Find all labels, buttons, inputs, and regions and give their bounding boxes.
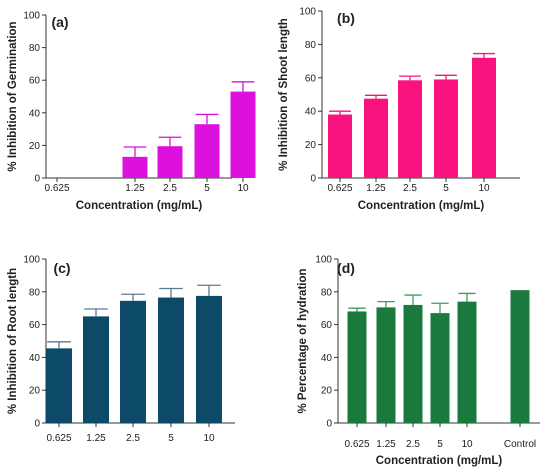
x-tick-label: 10 xyxy=(478,183,490,194)
x-tick-label: 2.5 xyxy=(403,183,417,194)
y-tick-label: 20 xyxy=(305,140,317,151)
x-tick-label: 0.625 xyxy=(44,183,69,194)
y-tick-label: 20 xyxy=(29,386,41,397)
y-tick-label: 100 xyxy=(23,255,40,266)
bar-d-1 xyxy=(376,307,396,423)
bar-b-0 xyxy=(328,114,352,178)
y-axis-title: % Inhibition of Germination xyxy=(7,21,19,171)
chart-panel-c: 0 20 40 60 80 100 0.625 1.25 2.5 5 10 % Inhibition … xyxy=(7,255,235,444)
bar-b-4 xyxy=(472,57,496,179)
y-tick-label: 100 xyxy=(23,11,40,22)
y-tick-label: 60 xyxy=(29,76,41,87)
y-axis-title: % Inhibition of Root length xyxy=(7,268,19,414)
bar-b-1 xyxy=(364,98,388,178)
y-tick-label: 80 xyxy=(29,43,41,54)
x-tick-label: 2.5 xyxy=(126,433,140,444)
bar-c-1 xyxy=(83,316,109,423)
y-tick-label: 20 xyxy=(29,141,41,152)
y-tick-label: 80 xyxy=(305,40,317,51)
x-tick-label: 2.5 xyxy=(406,439,420,450)
y-tick-label: 60 xyxy=(321,320,333,331)
x-tick-label: 1.25 xyxy=(86,433,106,444)
y-tick-label: 100 xyxy=(299,7,316,18)
x-axis-title: Concentration (mg/mL) xyxy=(376,455,503,467)
chart-panel-d: 0 20 40 60 80 100 0.625 1.25 2.5 5 10 ControlConcen… xyxy=(297,255,540,467)
chart-panel-b: 0 20 40 60 80 100 0.625 1.25 2.5 5 10 Concentration… xyxy=(278,7,520,212)
bar-b-3 xyxy=(434,79,458,178)
x-tick-label: 1.25 xyxy=(366,183,386,194)
y-tick-label: 0 xyxy=(34,174,40,185)
x-tick-label: 0.625 xyxy=(46,433,71,444)
bar-d-0 xyxy=(347,311,367,423)
x-axis-title: Concentration (mg/mL) xyxy=(358,200,485,212)
y-tick-label: 0 xyxy=(34,419,40,430)
y-tick-label: 20 xyxy=(321,386,333,397)
x-tick-label: 10 xyxy=(237,183,249,194)
y-axis-title: % Percentage of hydration xyxy=(297,268,309,413)
y-tick-label: 40 xyxy=(321,353,333,364)
bar-d-2 xyxy=(403,304,423,423)
bar-d-4 xyxy=(457,301,477,423)
x-tick-label: Control xyxy=(504,439,536,450)
y-tick-label: 40 xyxy=(29,108,41,119)
x-tick-label: 0.625 xyxy=(344,439,369,450)
y-tick-label: 40 xyxy=(305,107,317,118)
y-tick-label: 0 xyxy=(310,174,316,185)
panel-label: (c) xyxy=(53,260,70,276)
x-tick-label: 10 xyxy=(203,433,215,444)
bar-a-1 xyxy=(122,156,148,178)
y-tick-label: 80 xyxy=(29,287,41,298)
bar-d-3 xyxy=(430,313,450,423)
bar-a-3 xyxy=(194,124,220,178)
y-tick-label: 0 xyxy=(326,419,332,430)
x-tick-label: 2.5 xyxy=(163,183,177,194)
panel-label: (b) xyxy=(337,10,355,26)
x-axis-title: Concentration (mg/mL) xyxy=(76,200,203,212)
bar-c-0 xyxy=(46,348,72,423)
panel-label: (d) xyxy=(337,260,355,276)
chart-panel-a: 0 20 40 60 80 100 0.625 1.25 2.5 5 10 Concentration… xyxy=(7,11,256,212)
bar-b-2 xyxy=(398,80,422,178)
bar-c-3 xyxy=(158,297,184,423)
bar-a-4 xyxy=(230,91,256,178)
y-axis-title: % Inhibition of Shoot length xyxy=(278,18,290,171)
x-tick-label: 1.25 xyxy=(125,183,145,194)
x-tick-label: 5 xyxy=(437,439,443,450)
y-tick-label: 40 xyxy=(29,353,41,364)
bar-d-5 xyxy=(510,290,530,423)
y-tick-label: 60 xyxy=(29,320,41,331)
x-tick-label: 0.625 xyxy=(327,183,352,194)
x-tick-label: 5 xyxy=(443,183,449,194)
y-tick-label: 100 xyxy=(315,255,332,266)
x-tick-label: 10 xyxy=(461,439,473,450)
bar-a-2 xyxy=(157,146,183,178)
y-tick-label: 60 xyxy=(305,73,317,84)
x-tick-label: 5 xyxy=(204,183,210,194)
x-tick-label: 5 xyxy=(168,433,174,444)
panel-label: (a) xyxy=(51,14,68,30)
x-tick-label: 1.25 xyxy=(376,439,396,450)
bar-c-2 xyxy=(120,300,146,423)
bar-c-4 xyxy=(196,295,222,423)
y-tick-label: 80 xyxy=(321,287,333,298)
